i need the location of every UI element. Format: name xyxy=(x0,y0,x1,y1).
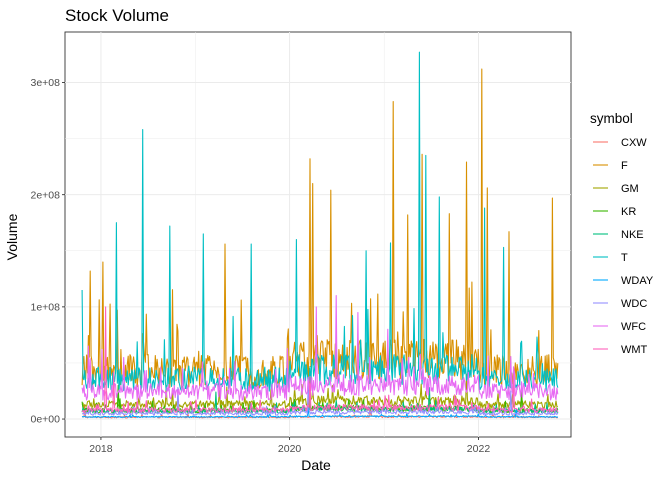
legend-label: CXW xyxy=(621,137,647,149)
series-line-wfc xyxy=(81,295,559,401)
chart-title: Stock Volume xyxy=(65,6,169,25)
legend-label: WFC xyxy=(621,321,646,333)
y-axis-title: Volume xyxy=(4,213,20,260)
x-tick-label: 2018 xyxy=(89,443,113,455)
series-line-wmt xyxy=(81,306,559,413)
legend-item-wfc: WFC xyxy=(592,317,646,334)
x-axis: 2018 2020 2022 xyxy=(89,437,490,455)
legend-item-gm: GM xyxy=(592,179,639,196)
legend: symbol CXW F GM KR NKE T WDAY WDC WFC WMT xyxy=(590,111,654,357)
legend-label: F xyxy=(621,160,628,172)
legend-item-wdc: WDC xyxy=(592,294,647,311)
x-tick-label: 2022 xyxy=(467,443,491,455)
series-line-wdc xyxy=(81,384,559,416)
legend-label: GM xyxy=(621,183,639,195)
legend-item-cxw: CXW xyxy=(592,133,647,150)
series-line-f xyxy=(81,68,559,389)
series-lines xyxy=(81,51,559,419)
y-tick-label: 1e+08 xyxy=(31,301,61,313)
y-tick-label: 0e+00 xyxy=(31,414,61,426)
legend-label: WMT xyxy=(621,344,648,356)
legend-item-f: F xyxy=(592,156,628,173)
legend-item-wmt: WMT xyxy=(592,340,648,357)
y-tick-label: 3e+08 xyxy=(31,77,61,89)
x-axis-title: Date xyxy=(301,457,331,473)
legend-label: NKE xyxy=(621,229,644,241)
x-tick-label: 2020 xyxy=(278,443,302,455)
y-axis: 0e+00 1e+08 2e+08 3e+08 xyxy=(31,77,65,426)
legend-label: T xyxy=(621,252,628,264)
y-tick-label: 2e+08 xyxy=(31,189,61,201)
legend-item-kr: KR xyxy=(592,202,636,219)
series-line-wday xyxy=(81,407,559,418)
legend-item-wday: WDAY xyxy=(592,271,654,288)
legend-title: symbol xyxy=(590,111,633,126)
legend-item-nke: NKE xyxy=(592,225,644,242)
legend-item-t: T xyxy=(592,248,628,265)
legend-label: WDAY xyxy=(621,275,654,287)
legend-label: WDC xyxy=(621,298,647,310)
legend-label: KR xyxy=(621,206,636,218)
series-line-gm xyxy=(81,368,558,409)
